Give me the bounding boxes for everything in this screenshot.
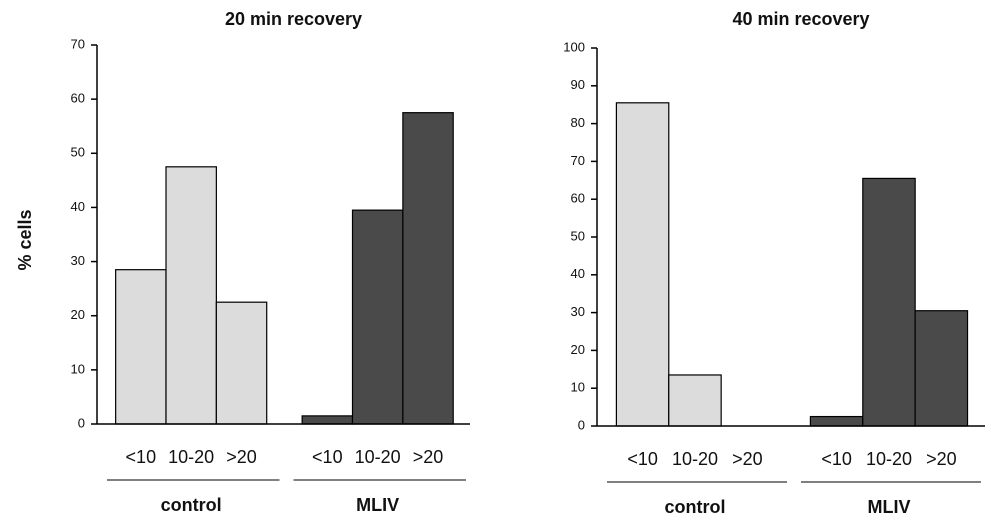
- y-tick-label: 30: [71, 253, 85, 268]
- y-tick-label: 0: [578, 417, 585, 432]
- bar: [615, 102, 670, 427]
- x-tick-label: >20: [732, 449, 763, 469]
- group-label: MLIV: [356, 495, 399, 515]
- y-tick-label: 50: [571, 228, 585, 243]
- x-tick-label: <10: [312, 447, 343, 467]
- y-tick-label: 70: [571, 153, 585, 168]
- x-tick-label: <10: [821, 449, 852, 469]
- bar: [809, 415, 864, 427]
- y-tick-label: 90: [571, 77, 585, 92]
- y-tick-label: 10: [571, 380, 585, 395]
- y-tick-label: 70: [71, 36, 85, 51]
- x-tick-label: 10-20: [355, 447, 401, 467]
- y-axis-label: % cells: [15, 209, 35, 270]
- group-label: control: [664, 497, 725, 517]
- y-tick-label: 80: [571, 115, 585, 130]
- bar: [668, 374, 722, 427]
- y-tick-label: 0: [78, 415, 85, 430]
- chart-title: 40 min recovery: [732, 9, 869, 29]
- bar: [351, 209, 404, 425]
- bar: [115, 269, 167, 425]
- bar: [862, 177, 916, 427]
- x-tick-label: <10: [126, 447, 157, 467]
- group-label: MLIV: [867, 497, 910, 517]
- y-tick-label: 100: [563, 39, 585, 54]
- x-tick-label: >20: [226, 447, 257, 467]
- x-tick-label: <10: [627, 449, 658, 469]
- bar: [215, 301, 268, 425]
- y-tick-label: 10: [71, 361, 85, 376]
- bar: [402, 112, 454, 425]
- bar: [914, 310, 969, 427]
- y-tick-label: 30: [571, 304, 585, 319]
- x-tick-label: 10-20: [168, 447, 214, 467]
- bar: [165, 166, 217, 425]
- x-tick-label: 10-20: [866, 449, 912, 469]
- y-tick-label: 20: [571, 342, 585, 357]
- x-tick-label: >20: [413, 447, 444, 467]
- y-tick-label: 60: [71, 91, 85, 106]
- y-tick-label: 60: [571, 191, 585, 206]
- y-tick-label: 20: [71, 307, 85, 322]
- y-tick-label: 40: [71, 199, 85, 214]
- chart-title: 20 min recovery: [225, 9, 362, 29]
- x-tick-label: >20: [926, 449, 957, 469]
- y-tick-label: 40: [571, 266, 585, 281]
- group-label: control: [161, 495, 222, 515]
- bar: [301, 415, 354, 425]
- y-tick-label: 50: [71, 145, 85, 160]
- x-tick-label: 10-20: [672, 449, 718, 469]
